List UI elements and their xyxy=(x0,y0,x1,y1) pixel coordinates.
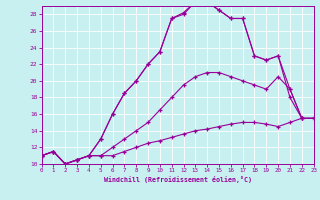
X-axis label: Windchill (Refroidissement éolien,°C): Windchill (Refroidissement éolien,°C) xyxy=(104,176,252,183)
